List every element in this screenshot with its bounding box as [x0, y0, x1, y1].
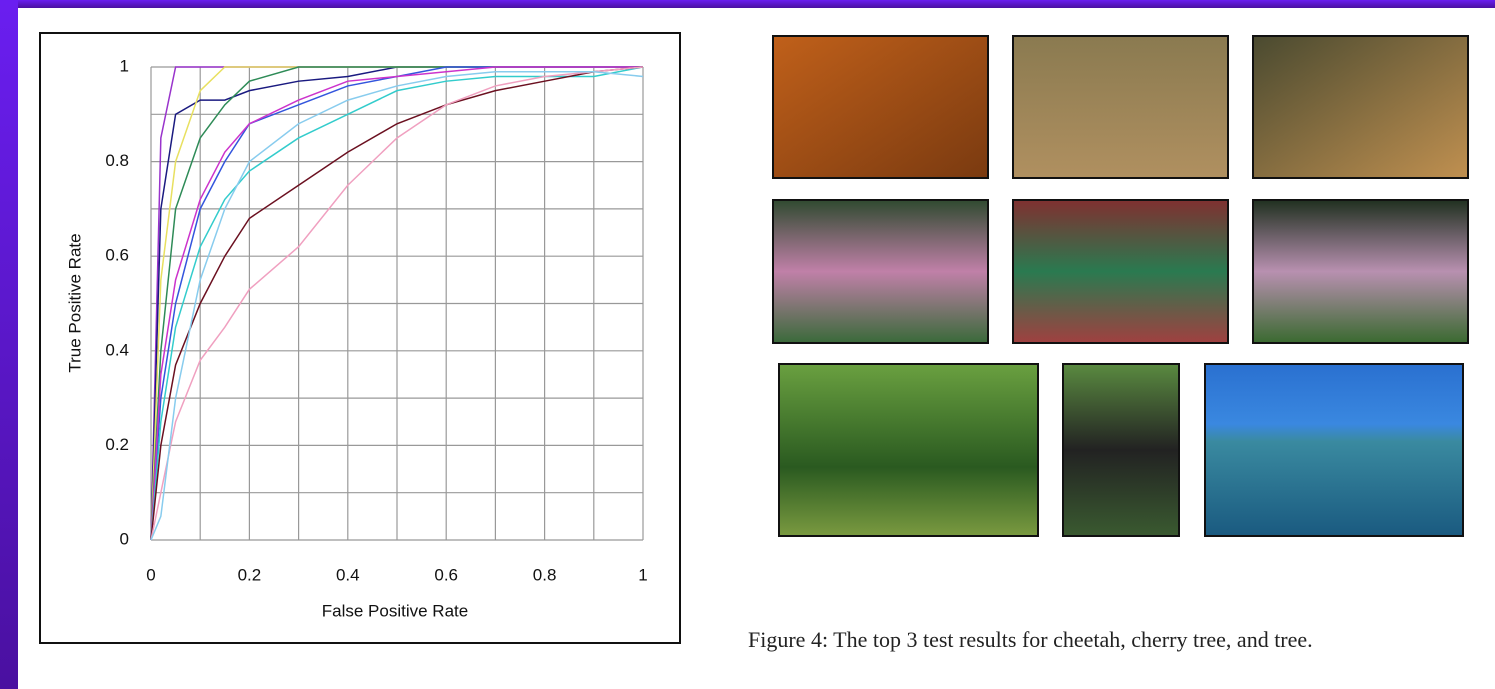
x-tick-label: 0.8 — [533, 565, 557, 584]
photo — [1013, 200, 1228, 343]
photos — [773, 36, 1468, 536]
caption: Figure 4: The top 3 test results for che… — [748, 626, 1478, 654]
slide: 0 0.2 0.4 0.6 0.8 1 0 0.2 0.4 0.6 0.8 1 False Posit… — [0, 0, 1495, 689]
page: 0 0.2 0.4 0.6 0.8 1 0 0.2 0.4 0.6 0.8 1 False Posit… — [0, 0, 1495, 689]
photo — [773, 200, 988, 343]
photo — [1063, 364, 1179, 536]
y-tick-label: 1 — [120, 56, 129, 75]
photo — [1013, 36, 1228, 178]
x-tick-label: 0.2 — [238, 565, 262, 584]
chart-box — [40, 33, 680, 643]
frame-left — [0, 0, 18, 689]
x-tick-label: 0.4 — [336, 565, 360, 584]
photo — [1253, 36, 1468, 178]
photo — [779, 364, 1038, 536]
x-tick-label: 0 — [146, 565, 155, 584]
photo — [1205, 364, 1463, 536]
y-tick-label: 0.2 — [105, 435, 129, 454]
photo — [1253, 200, 1468, 343]
y-tick-label: 0 — [120, 529, 129, 548]
y-tick-label: 0.8 — [105, 151, 129, 170]
x-tick-label: 0.6 — [434, 565, 458, 584]
y-tick-label: 0.6 — [105, 246, 129, 265]
photo — [773, 36, 988, 178]
x-tick-label: 1 — [638, 565, 647, 584]
frame-top — [0, 0, 1495, 8]
y-tick-label: 0.4 — [105, 340, 129, 359]
x-axis-label: False Positive Rate — [322, 601, 468, 620]
y-axis-label: True Positive Rate — [65, 233, 84, 372]
